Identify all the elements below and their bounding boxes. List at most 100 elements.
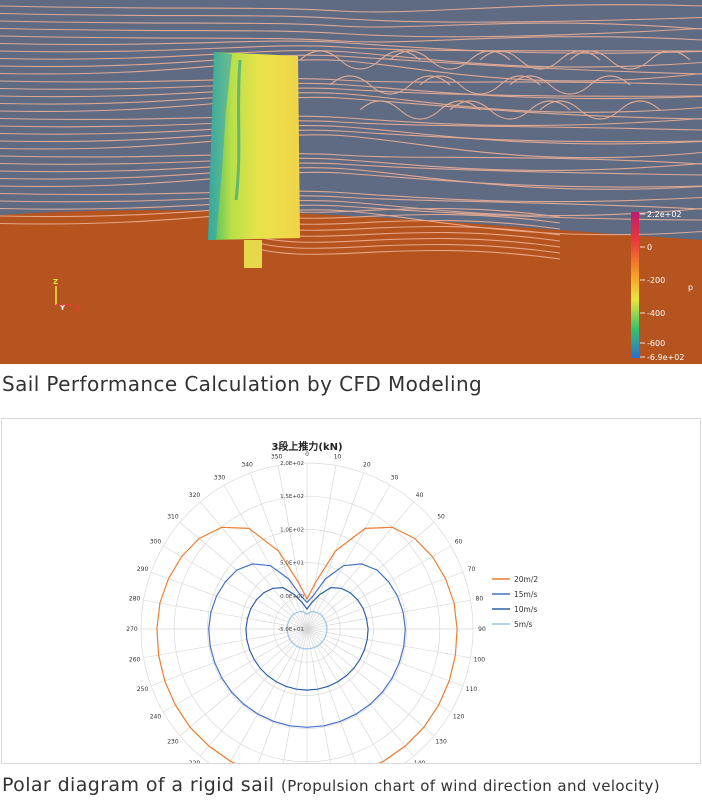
angular-gridline (163, 545, 308, 630)
angle-tick-label: 290 (137, 566, 149, 573)
streamline (0, 96, 702, 120)
streamline (0, 12, 702, 23)
polar-chart-container: 3段上推力(kN) 0 10 20 30 40 50 60 70 80 90 100 110 120 13… (1, 418, 701, 764)
cfd-visualization: 2.2e+02 0 -200 -400 -600 -6.9e+02 p Z Y X (0, 0, 702, 364)
colorbar-gradient (631, 212, 639, 358)
radial-tick-label: 1.0E+02 (280, 527, 304, 533)
wake-streamline (509, 75, 631, 95)
ground-plane (0, 210, 702, 364)
angular-gridline (200, 501, 308, 630)
streamline (0, 54, 702, 75)
radial-tick-label: 2.0E+02 (280, 461, 304, 467)
streamline (0, 4, 702, 13)
legend-entry: 15m/s (514, 590, 537, 599)
pressure-colorbar: 2.2e+02 0 -200 -400 -600 -6.9e+02 p (631, 210, 693, 362)
angular-gridline (257, 628, 308, 763)
streamline (0, 82, 702, 100)
angle-tick-label: 300 (150, 539, 162, 546)
streamline (0, 204, 702, 221)
legend-entry: 10m/s (514, 605, 537, 614)
ground-streamline (249, 246, 561, 260)
angular-gridline (306, 485, 391, 630)
colorbar-label: -400 (647, 309, 665, 318)
axes-triad: Z Y X (53, 278, 81, 312)
cfd-caption: Sail Performance Calculation by CFD Mode… (2, 372, 483, 396)
angular-gridline (223, 485, 308, 630)
streamline (0, 40, 702, 54)
chart-series (156, 526, 458, 763)
polar-caption: Polar diagram of a rigid sail (Propulsio… (2, 774, 660, 796)
series-line (286, 610, 328, 650)
angle-tick-label: 10 (334, 454, 342, 461)
angle-tick-label: 60 (455, 539, 463, 546)
angle-tick-label: 350 (271, 454, 283, 461)
angle-tick-label: 70 (468, 566, 476, 573)
angle-tick-label: 0 (305, 451, 309, 458)
polar-caption-sub: (Propulsion chart of wind direction and … (280, 777, 661, 795)
angle-tick-label: 340 (241, 462, 253, 469)
streamline (0, 157, 702, 171)
angular-gridline (283, 628, 308, 763)
angular-gridline (150, 571, 308, 630)
streamline (0, 124, 702, 145)
streamline (0, 27, 702, 38)
wake-streamline (539, 100, 661, 120)
angular-gridline (306, 628, 414, 757)
streamline (0, 153, 702, 165)
streamline (0, 167, 702, 190)
angle-tick-label: 50 (437, 514, 445, 521)
series-line (245, 586, 369, 691)
colorbar-variable: p (688, 283, 693, 292)
angle-tick-label: 270 (126, 626, 138, 633)
wake-streamline (329, 75, 451, 95)
radial-tick-label: 0.0E+00 (280, 594, 304, 600)
angle-tick-label: 120 (453, 714, 465, 721)
series-line (156, 526, 458, 763)
streamline (0, 195, 702, 210)
streamline (0, 78, 702, 86)
wake-streamline (449, 100, 571, 120)
colorbar-label: -600 (647, 339, 665, 348)
ground-streamline (249, 234, 561, 248)
streamline (0, 199, 702, 217)
colorbar-label: -6.9e+02 (647, 353, 684, 362)
ground-streamline (249, 240, 561, 254)
angle-tick-label: 20 (363, 462, 371, 469)
angular-gridline (306, 628, 451, 713)
angular-gridline (306, 628, 464, 687)
streamline (0, 129, 702, 143)
streamlines (0, 4, 702, 260)
wake-streamline (299, 50, 421, 70)
angle-tick-label: 310 (167, 514, 179, 521)
angle-tick-label: 240 (150, 714, 162, 721)
streamline (0, 190, 702, 203)
streamline (0, 87, 702, 98)
wake-streamline (419, 75, 541, 95)
angular-gridline (306, 628, 471, 659)
radial-tick-labels: -5.0E+01 0.0E+00 5.0E+01 1.0E+02 1.5E+02 2.0E… (278, 461, 304, 633)
angular-gridline (306, 628, 435, 736)
angular-gridline (306, 501, 414, 630)
polar-chart: 3段上推力(kN) 0 10 20 30 40 50 60 70 80 90 100 110 120 13… (126, 440, 538, 763)
series-line (208, 563, 406, 728)
colorbar-label: -200 (647, 276, 665, 285)
legend-entry: 20m/2 (514, 575, 538, 584)
angular-gridline (306, 628, 357, 763)
angular-gridline (306, 628, 385, 763)
sail-body (208, 52, 300, 268)
angular-gridline (150, 628, 308, 687)
angular-gridline (200, 628, 308, 757)
streamline (0, 134, 702, 159)
angular-gridline (306, 522, 435, 630)
angular-gridline (143, 599, 308, 630)
angle-tick-label: 80 (476, 596, 484, 603)
streamline (0, 45, 702, 53)
chart-title: 3段上推力(kN) (271, 440, 342, 453)
streamline (0, 20, 702, 30)
colorbar-label: 2.2e+02 (647, 210, 682, 219)
colorbar-label: 0 (647, 243, 652, 252)
angular-gridline (179, 628, 308, 736)
polar-grid (140, 462, 474, 763)
wake-streamline (479, 50, 601, 70)
angle-tick-label: 320 (189, 492, 201, 499)
